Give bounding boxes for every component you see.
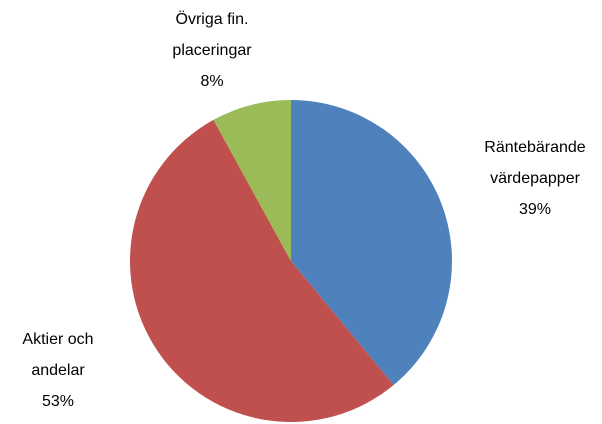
pie-slice [213,100,291,261]
slice-label: Räntebärande värdepapper 39% [475,132,595,225]
category-label: Övriga fin. placeringar [172,11,252,59]
slice-label: Aktier och andelar 53% [13,324,103,417]
slice-label: Övriga fin. placeringar 8% [162,4,262,97]
category-label: Räntebärande värdepapper [484,139,586,187]
category-label: Aktier och andelar [22,331,94,379]
pie-slice [291,100,453,386]
pie-slice [130,119,394,422]
value-label: 53% [41,393,75,410]
value-label: 8% [200,73,224,90]
value-label: 39% [518,201,552,218]
